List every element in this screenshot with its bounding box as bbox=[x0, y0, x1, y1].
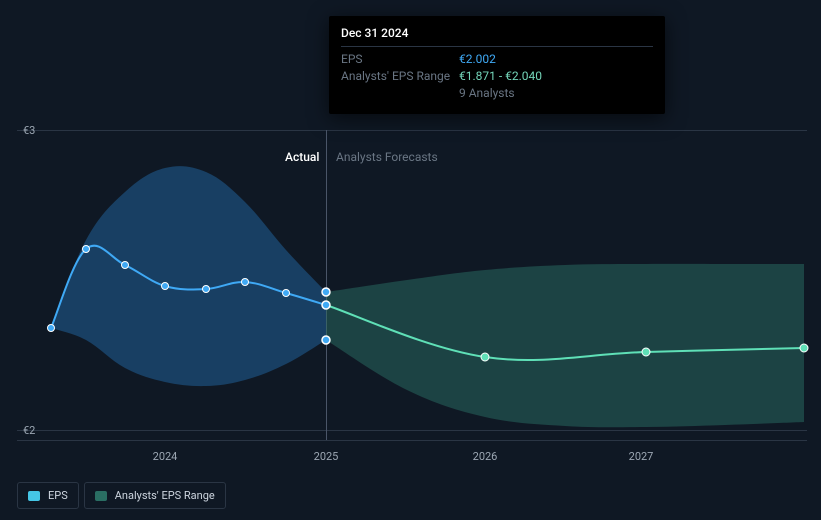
legend-label: Analysts' EPS Range bbox=[115, 489, 215, 502]
tooltip-key: EPS bbox=[341, 51, 459, 68]
tooltip-value: 9 Analysts bbox=[459, 85, 515, 102]
tooltip-value: €2.002 bbox=[459, 51, 496, 68]
legend-swatch bbox=[28, 491, 40, 501]
x-tick-label: 2027 bbox=[629, 450, 654, 463]
legend-swatch bbox=[95, 491, 107, 501]
tooltip-row: 9 Analysts bbox=[341, 85, 653, 102]
tooltip-row: EPS €2.002 bbox=[341, 51, 653, 68]
range-band-actual bbox=[51, 166, 326, 386]
x-tick-label: 2026 bbox=[473, 450, 498, 463]
tooltip-key: Analysts' EPS Range bbox=[341, 68, 459, 85]
gridline-x-axis bbox=[17, 440, 807, 441]
tooltip-date: Dec 31 2024 bbox=[341, 26, 653, 40]
legend-label: EPS bbox=[48, 489, 68, 502]
tooltip-row: Analysts' EPS Range €1.871 - €2.040 bbox=[341, 68, 653, 85]
chart-tooltip: Dec 31 2024 EPS €2.002 Analysts' EPS Ran… bbox=[329, 16, 665, 114]
tooltip-key bbox=[341, 85, 459, 102]
tooltip-value: €1.871 - €2.040 bbox=[459, 68, 542, 85]
x-tick-label: 2024 bbox=[153, 450, 178, 463]
legend: EPS Analysts' EPS Range bbox=[17, 482, 226, 509]
x-tick-label: 2025 bbox=[314, 450, 339, 463]
legend-item-eps[interactable]: EPS bbox=[17, 482, 79, 509]
legend-item-range[interactable]: Analysts' EPS Range bbox=[84, 482, 226, 509]
eps-chart[interactable] bbox=[17, 130, 807, 440]
tooltip-divider bbox=[341, 46, 653, 47]
range-band-forecast bbox=[326, 264, 804, 427]
